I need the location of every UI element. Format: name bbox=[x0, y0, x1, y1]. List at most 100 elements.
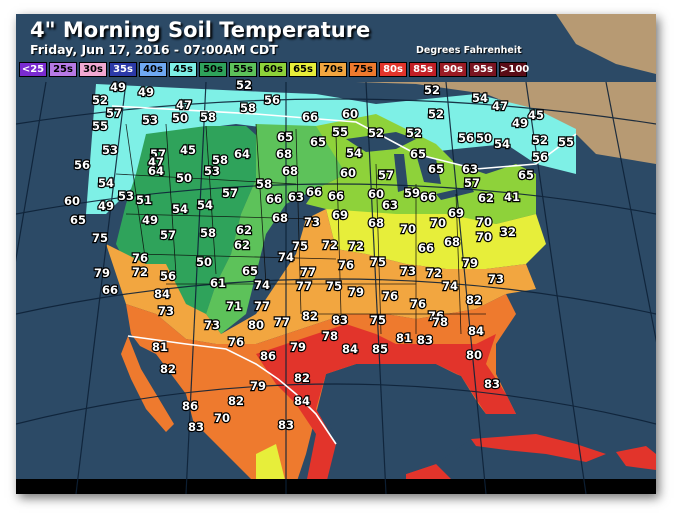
temperature-reading: 74 bbox=[254, 278, 270, 292]
units-label: Degrees Fahrenheit bbox=[416, 45, 522, 56]
temperature-reading: 63 bbox=[462, 162, 478, 176]
temperature-reading: 49 bbox=[110, 80, 126, 94]
temperature-reading: 49 bbox=[512, 116, 528, 130]
band-65s-south bbox=[256, 444, 286, 484]
temperature-reading: 60 bbox=[64, 194, 80, 208]
temperature-reading: 54 bbox=[172, 202, 188, 216]
legend-swatch: 65s bbox=[289, 62, 317, 77]
map-panel: 49 49 52 56 52 54 47 45 52 57 47 50 58 58 66 60 52 49 55 53… bbox=[16, 14, 656, 494]
temperature-reading: 55 bbox=[92, 119, 108, 133]
temperature-reading: 84 bbox=[342, 342, 358, 356]
temperature-reading: 66 bbox=[306, 185, 322, 199]
temperature-reading: 85 bbox=[372, 342, 388, 356]
temperature-reading: 75 bbox=[370, 313, 386, 327]
temperature-reading: 70 bbox=[476, 215, 492, 229]
legend-swatch: 25s bbox=[49, 62, 77, 77]
temperature-reading: 74 bbox=[278, 250, 294, 264]
temperature-reading: 74 bbox=[442, 279, 458, 293]
temperature-reading: 56 bbox=[458, 131, 474, 145]
temperature-reading: 69 bbox=[332, 208, 348, 222]
temperature-reading: 65 bbox=[277, 130, 293, 144]
temperature-reading: 83 bbox=[417, 333, 433, 347]
temperature-reading: 76 bbox=[428, 309, 444, 323]
temperature-reading: 68 bbox=[368, 216, 384, 230]
legend-swatch: 50s bbox=[199, 62, 227, 77]
canada-land bbox=[16, 82, 656, 164]
temperature-reading: 45 bbox=[528, 108, 544, 122]
temperature-reading: 54 bbox=[472, 91, 488, 105]
temperature-reading: 62 bbox=[234, 238, 250, 252]
temperature-reading: 79 bbox=[250, 379, 266, 393]
legend-swatch: 40s bbox=[139, 62, 167, 77]
temperature-reading: 52 bbox=[92, 93, 108, 107]
temperature-reading: 62 bbox=[478, 191, 494, 205]
temperature-reading: 52 bbox=[236, 78, 252, 92]
temperature-reading: 68 bbox=[276, 147, 292, 161]
temperature-reading: 84 bbox=[294, 394, 310, 408]
legend-swatch: 85s bbox=[409, 62, 437, 77]
temperature-reading: 60 bbox=[368, 187, 384, 201]
temperature-reading: 66 bbox=[302, 110, 318, 124]
temperature-reading: 73 bbox=[488, 272, 504, 286]
legend-swatch: 90s bbox=[439, 62, 467, 77]
temperature-reading: 58 bbox=[200, 110, 216, 124]
legend-swatch: 70s bbox=[319, 62, 347, 77]
temperature-reading: 47 bbox=[148, 155, 164, 169]
temperature-reading: 84 bbox=[154, 287, 170, 301]
legend-swatch: 95s bbox=[469, 62, 497, 77]
temperature-reading: 50 bbox=[476, 131, 492, 145]
graticule bbox=[16, 81, 656, 494]
legend-swatch: 75s bbox=[349, 62, 377, 77]
temperature-reading: 49 bbox=[138, 85, 154, 99]
legend-swatch: 45s bbox=[169, 62, 197, 77]
temperature-reading: 65 bbox=[310, 135, 326, 149]
temperature-reading: 49 bbox=[98, 199, 114, 213]
temperature-reading: 55 bbox=[332, 125, 348, 139]
temperature-reading: 73 bbox=[304, 215, 320, 229]
temperature-reading: 58 bbox=[200, 226, 216, 240]
temperature-reading: 72 bbox=[132, 265, 148, 279]
temperature-reading: 60 bbox=[340, 166, 356, 180]
temperature-reading: 57 bbox=[160, 228, 176, 242]
temperature-reading: 77 bbox=[300, 265, 316, 279]
lake-huron bbox=[416, 154, 441, 184]
temperature-reading: 56 bbox=[264, 93, 280, 107]
cuba-land bbox=[471, 434, 606, 462]
temperature-reading: 55 bbox=[558, 135, 574, 149]
temperature-reading: 66 bbox=[420, 190, 436, 204]
temperature-reading: 45 bbox=[180, 143, 196, 157]
temperature-reading: 77 bbox=[254, 299, 270, 313]
legend-swatch: <25 bbox=[19, 62, 47, 77]
band-80s bbox=[256, 324, 516, 484]
legend-swatch: 60s bbox=[259, 62, 287, 77]
hispaniola-land bbox=[616, 446, 656, 470]
legend-swatch: 35s bbox=[109, 62, 137, 77]
legend-swatch: 55s bbox=[229, 62, 257, 77]
band-70s bbox=[106, 209, 536, 344]
temperature-reading: 60 bbox=[342, 107, 358, 121]
temperature-reading: 57 bbox=[222, 186, 238, 200]
temperature-reading: 53 bbox=[102, 143, 118, 157]
temperature-reading: 83 bbox=[188, 420, 204, 434]
temperature-reading: 64 bbox=[234, 147, 250, 161]
temperature-reading: 76 bbox=[132, 251, 148, 265]
greenland-land bbox=[556, 14, 656, 74]
temperature-reading: 72 bbox=[322, 238, 338, 252]
temperature-reading: 57 bbox=[106, 106, 122, 120]
temperature-reading: 61 bbox=[210, 276, 226, 290]
country-borders bbox=[111, 105, 577, 445]
temperature-reading: 78 bbox=[432, 315, 448, 329]
lake-superior bbox=[346, 132, 416, 152]
temperature-reading: 57 bbox=[464, 176, 480, 190]
temperature-reading: 68 bbox=[282, 164, 298, 178]
lake-erie bbox=[436, 186, 474, 200]
temperature-reading: 53 bbox=[142, 113, 158, 127]
temperature-reading: 77 bbox=[274, 315, 290, 329]
temperature-reading: 58 bbox=[256, 177, 272, 191]
temperature-reading: 75 bbox=[370, 255, 386, 269]
temperature-reading: 52 bbox=[368, 126, 384, 140]
temperature-reading: 79 bbox=[94, 266, 110, 280]
temperature-reading: 71 bbox=[226, 299, 242, 313]
